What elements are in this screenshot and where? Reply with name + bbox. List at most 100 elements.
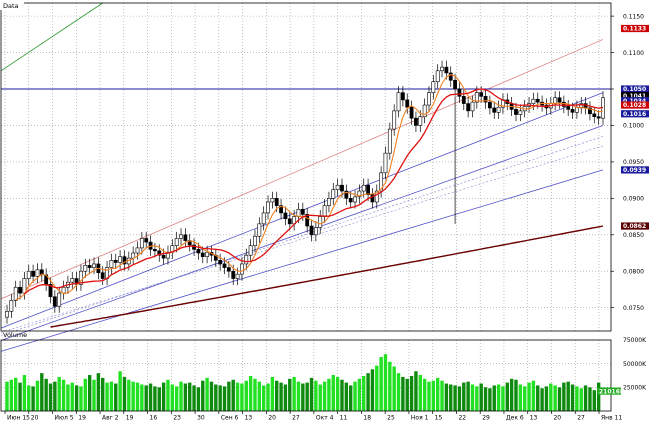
volume-bar: [301, 383, 305, 411]
volume-bar: [87, 375, 92, 411]
candle-body: [400, 92, 405, 101]
candle-body: [570, 109, 575, 113]
volume-bar: [222, 386, 227, 411]
price-tag: [621, 85, 649, 93]
volume-y-tick-label: 75000K: [623, 337, 647, 344]
x-axis: Июн 15 20 Июл 5 19 Авг 2 19 16 23 30 Сен 6 13 20 27 О…: [4, 411, 622, 422]
candle-body: [370, 194, 375, 203]
x-tick-label: 27: [577, 415, 585, 422]
volume-bar: [14, 377, 18, 411]
volume-bar: [362, 375, 366, 411]
candle-body: [448, 72, 453, 81]
volume-bar: [540, 388, 544, 411]
candle-body: [235, 273, 240, 279]
volume-bar: [492, 385, 496, 411]
volume-bar: [444, 383, 449, 411]
volume-bar: [579, 388, 583, 411]
volume-bar: [40, 373, 44, 411]
volume-bar: [457, 386, 462, 411]
candle-body: [470, 101, 475, 112]
price-tag-label: 0.1034: [623, 98, 646, 105]
volume-bar: [453, 385, 457, 411]
candle-body: [518, 110, 523, 115]
candle-body: [153, 249, 157, 252]
volume-bar: [9, 379, 14, 411]
candle-body: [139, 238, 144, 249]
volume-bar: [127, 379, 131, 411]
volume-bar: [392, 366, 396, 411]
volume-bar: [566, 381, 570, 411]
candle-body: [18, 286, 22, 294]
volume-bar: [114, 383, 118, 411]
volume-bar: [279, 382, 283, 411]
candle-body: [52, 296, 57, 307]
volume-bar: [427, 381, 431, 411]
volume-bar: [157, 387, 161, 411]
volume-bar: [166, 379, 170, 411]
candle-body: [261, 212, 266, 225]
volume-bar: [549, 383, 553, 411]
candle-body: [422, 104, 427, 118]
green-trend-line: [0, 2, 103, 72]
volume-bar: [122, 376, 127, 411]
volume-bar: [379, 357, 383, 411]
upper-red-channel-line: [0, 39, 604, 300]
volume-bar: [483, 387, 488, 411]
x-tick-label: Авг 2: [102, 415, 119, 422]
volume-y-tick-label: 25000K: [623, 385, 647, 392]
volume-bar: [209, 381, 214, 411]
x-tick-label: Янв 11: [601, 415, 622, 422]
volume-bar: [348, 385, 353, 411]
candle-body: [5, 311, 9, 318]
volume-bar: [327, 378, 331, 411]
x-tick-label: Дек 6: [506, 415, 524, 422]
y-tick-label: 0.0950: [623, 159, 644, 166]
volume-bar: [375, 365, 379, 411]
price-tag: [621, 91, 649, 100]
volume-bar: [153, 386, 157, 411]
volume-bar: [18, 382, 22, 411]
candle-body: [57, 292, 62, 307]
volume-bar: [353, 381, 357, 411]
volume-bar: [22, 375, 27, 411]
slow-moving-average: [23, 88, 604, 295]
moving-averages: [15, 74, 604, 328]
candle-body: [266, 201, 270, 214]
candle-body: [592, 113, 597, 118]
x-tick-label: 11: [340, 415, 348, 422]
candle-body: [118, 256, 123, 263]
volume-bar: [422, 378, 427, 411]
volume-bar: [583, 385, 588, 411]
volume-bar: [409, 375, 414, 411]
volume-bar: [435, 377, 440, 411]
x-tick-label: 20: [31, 415, 39, 422]
candle-body: [557, 97, 562, 103]
volume-bar: [440, 380, 444, 411]
volume-bar: [135, 382, 140, 411]
candle-body: [379, 172, 384, 192]
candle-body: [26, 270, 31, 279]
x-tick-label: 18: [363, 415, 371, 422]
volume-bar: [527, 382, 531, 411]
volume-bar: [283, 384, 288, 411]
volume-bar: [396, 373, 401, 411]
candle-body: [344, 190, 349, 199]
candles: [5, 60, 605, 324]
candle-body: [113, 259, 118, 263]
candle-body: [270, 198, 275, 203]
volume-bar: [501, 386, 505, 411]
candle-body: [348, 198, 353, 203]
x-tick-label: 19: [78, 415, 86, 422]
volume-bar: [192, 385, 196, 411]
candle-body: [435, 70, 440, 83]
candle-body: [13, 286, 18, 301]
volume-bar: [35, 380, 40, 411]
volume-bar: [148, 383, 153, 411]
volume-y-tick-label: 50000K: [623, 361, 647, 368]
price-tag: [621, 24, 649, 33]
volume-bar: [227, 381, 231, 411]
candle-body: [383, 152, 388, 174]
volume-bar: [5, 381, 9, 411]
